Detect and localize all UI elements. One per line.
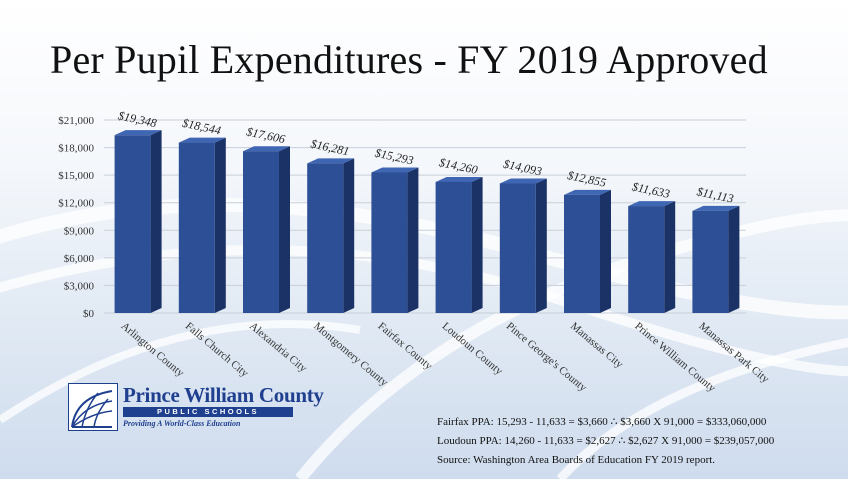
bar-front: [692, 210, 729, 313]
y-tick-label: $0: [83, 308, 95, 320]
y-tick-label: $21,000: [58, 115, 94, 127]
bar-top: [243, 146, 290, 152]
data-label: $18,544: [181, 116, 222, 138]
footnotes: Fairfax PPA: 15,293 - 11,633 = $3,660 ∴ …: [437, 413, 774, 470]
district-logo: Prince William County PUBLIC SCHOOLS Pro…: [68, 383, 324, 433]
data-label: $14,260: [438, 155, 479, 177]
bar-top: [499, 178, 547, 184]
data-label: $17,606: [245, 124, 286, 146]
bar-side: [279, 146, 290, 313]
logo-name: Prince William County: [123, 383, 324, 407]
bar: [371, 167, 419, 313]
x-tick-label: Loudoun County: [440, 320, 505, 378]
note-fairfax: Fairfax PPA: 15,293 - 11,633 = $3,660 ∴ …: [437, 416, 767, 428]
x-tick-label: Manassas City: [568, 320, 625, 371]
bar-top: [371, 167, 419, 173]
bar: [564, 189, 611, 313]
globe-logo-icon: [68, 383, 118, 431]
x-tick-label: Arlington County: [119, 320, 187, 380]
bars: [114, 130, 740, 313]
data-label: $11,633: [631, 179, 671, 201]
bar: [114, 130, 162, 313]
bar-front: [628, 206, 665, 313]
y-tick-label: $6,000: [64, 253, 95, 265]
bar-side: [150, 130, 162, 313]
bar: [628, 201, 676, 313]
x-tick-label: Falls Church City: [183, 320, 251, 380]
x-tick-label: Alexandria City: [247, 320, 309, 375]
bar: [499, 178, 547, 313]
bar-side: [214, 137, 226, 313]
data-label: $19,348: [117, 108, 158, 130]
bar-top: [692, 205, 740, 211]
page-title: Per Pupil Expenditures - FY 2019 Approve…: [50, 37, 768, 82]
bar-top: [307, 158, 355, 164]
y-axis-labels: $0 $3,000 $6,000 $9,000 $12,000 $15,000 $18,00…: [58, 115, 94, 320]
bar-front: [564, 194, 600, 313]
bar-front: [499, 183, 536, 313]
y-tick-label: $18,000: [58, 143, 94, 155]
bar: [435, 176, 483, 313]
bar-side: [535, 178, 547, 313]
bar-top: [564, 189, 611, 195]
bar-front: [371, 172, 408, 313]
bar-side: [664, 201, 676, 313]
y-tick-label: $3,000: [64, 280, 95, 292]
x-tick-label: Fairfax County: [375, 320, 434, 373]
bar-top: [178, 137, 226, 143]
bar-top: [435, 176, 483, 182]
bar-side: [471, 176, 483, 313]
bar-side: [600, 189, 611, 313]
bar: [692, 205, 740, 313]
bar-side: [728, 205, 740, 313]
bar-front: [178, 142, 215, 313]
bar-top: [628, 201, 676, 207]
bar-front: [114, 135, 151, 313]
bar-side: [343, 158, 355, 313]
y-tick-label: $9,000: [64, 225, 95, 237]
bar: [243, 146, 290, 313]
bar: [307, 158, 355, 313]
data-label: $15,293: [374, 146, 415, 168]
bar-front: [243, 151, 279, 313]
y-tick-label: $12,000: [58, 198, 94, 210]
data-label: $12,855: [566, 168, 607, 190]
bar: [178, 137, 226, 313]
bar-side: [407, 167, 419, 313]
note-source: Source: Washington Area Boards of Educat…: [437, 454, 716, 466]
bar-top: [114, 130, 162, 136]
logo-subtitle: PUBLIC SCHOOLS: [123, 407, 293, 417]
bar-front: [307, 163, 344, 313]
data-label: $16,281: [310, 137, 351, 159]
y-tick-label: $15,000: [58, 170, 94, 182]
logo-tagline: Providing A World-Class Education: [123, 419, 241, 428]
bar-front: [435, 181, 472, 313]
note-loudoun: Loudoun PPA: 14,260 - 11,633 = $2,627 ∴ …: [437, 435, 775, 447]
